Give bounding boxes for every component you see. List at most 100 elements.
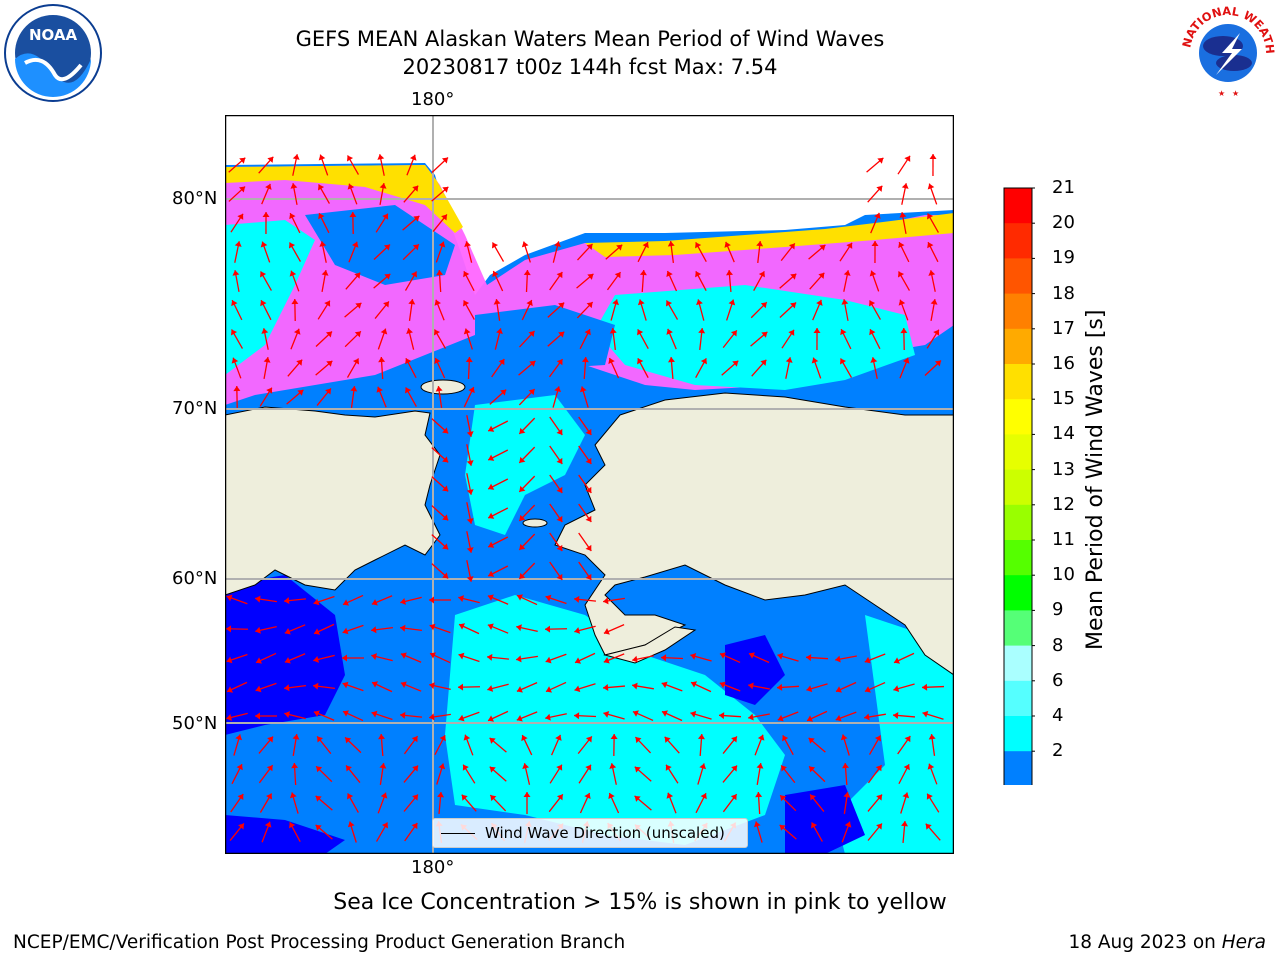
direction-arrow (228, 186, 246, 202)
direction-arrow (549, 561, 563, 581)
direction-arrow (926, 329, 940, 349)
direction-arrow (234, 241, 242, 263)
direction-arrow (436, 763, 446, 785)
direction-arrow (722, 736, 738, 754)
direction-arrow (868, 735, 882, 755)
lat-label-50: 50°N (172, 713, 218, 734)
direction-arrow (665, 764, 679, 784)
direction-arrow (487, 565, 509, 577)
direction-arrow (463, 270, 475, 292)
direction-arrow (550, 734, 562, 756)
direction-arrow (315, 330, 333, 348)
direction-arrow (261, 821, 272, 843)
direction-arrow (808, 737, 826, 753)
direction-arrow (813, 327, 821, 351)
direction-arrow (927, 183, 938, 205)
colorbar-label: Mean Period of Wind Waves [s] (1083, 309, 1108, 650)
colorbar-tick-label: 21 (1052, 177, 1075, 198)
direction-arrow (666, 792, 677, 814)
direction-arrow (579, 328, 591, 350)
direction-arrow (344, 330, 362, 348)
direction-arrow (756, 240, 764, 264)
direction-arrow (719, 681, 741, 692)
direction-arrow (292, 734, 300, 756)
direction-arrow (869, 328, 881, 350)
direction-arrow (552, 386, 561, 408)
direction-arrow (231, 357, 242, 379)
direction-arrow (576, 273, 594, 289)
direction-arrow (406, 154, 417, 176)
direction-arrow (718, 712, 742, 720)
direction-arrow (549, 532, 563, 552)
direction-arrow (806, 710, 828, 722)
direction-arrow (465, 356, 473, 380)
direction-arrow (371, 626, 393, 634)
direction-arrow (661, 710, 683, 722)
direction-arrow (901, 183, 909, 205)
direction-arrow (899, 357, 910, 379)
direction-arrow (489, 389, 507, 405)
direction-arrow (462, 764, 476, 784)
direction-arrow (284, 684, 306, 692)
direction-arrow (867, 823, 883, 841)
direction-arrow (808, 244, 826, 260)
direction-arrow (637, 241, 649, 263)
direction-arrow (263, 357, 271, 379)
direction-arrow (547, 302, 565, 318)
direction-arrow (523, 791, 531, 815)
direction-arrow (779, 824, 797, 840)
direction-arrow (434, 299, 445, 321)
colorbar-segment (1004, 258, 1032, 295)
direction-arrow (284, 711, 306, 720)
direction-arrow (317, 300, 331, 320)
direction-arrow (666, 270, 678, 292)
direction-arrow (494, 328, 503, 350)
direction-arrow (516, 682, 538, 693)
direction-arrow (573, 595, 597, 603)
direction-arrow (318, 212, 330, 234)
direction-arrow (545, 594, 567, 605)
direction-arrow (842, 762, 850, 786)
direction-arrow (867, 794, 883, 812)
direction-arrow (722, 329, 738, 349)
direction-arrow (929, 153, 937, 177)
direction-arrow (403, 794, 419, 812)
direction-arrow (695, 358, 707, 378)
direction-arrow (610, 299, 619, 321)
direction-arrow (785, 357, 793, 379)
direction-arrow (313, 682, 335, 690)
direction-arrow (288, 242, 302, 262)
direction-arrow (603, 624, 625, 635)
direction-arrow (400, 596, 422, 605)
direction-arrow (518, 446, 536, 464)
direction-arrow (578, 416, 592, 436)
direction-arrow (487, 594, 509, 605)
colorbar-tick-label: 4 (1052, 705, 1064, 726)
direction-arrow (403, 765, 419, 783)
direction-arrow (348, 241, 359, 263)
direction-arrow (549, 474, 563, 494)
arctic-white-area (225, 115, 954, 295)
direction-arrow (342, 710, 364, 722)
direction-arrow (724, 241, 735, 263)
direction-arrow (928, 270, 936, 292)
direction-arrow (487, 623, 509, 634)
direction-arrow (258, 156, 274, 174)
nws-logo: NATIONAL WEATHER SERVICE ★ ★ (1174, 0, 1278, 101)
colorbar-segment (1004, 328, 1032, 365)
direction-arrow (897, 155, 911, 175)
direction-arrow (225, 625, 249, 633)
direction-arrow (522, 763, 531, 785)
direction-arrow (463, 734, 474, 756)
colorbar-tick-label: 15 (1052, 388, 1075, 410)
sea-ice-yellow-edge (225, 165, 954, 257)
direction-arrow (750, 331, 768, 347)
colorbar-segment (1004, 504, 1032, 541)
direction-arrow (260, 299, 272, 321)
direction-arrow (750, 301, 768, 319)
direction-arrow (871, 240, 879, 264)
direction-arrow (753, 821, 763, 843)
direction-arrow (233, 734, 243, 756)
direction-arrow (637, 357, 649, 379)
direction-arrow (487, 449, 509, 461)
